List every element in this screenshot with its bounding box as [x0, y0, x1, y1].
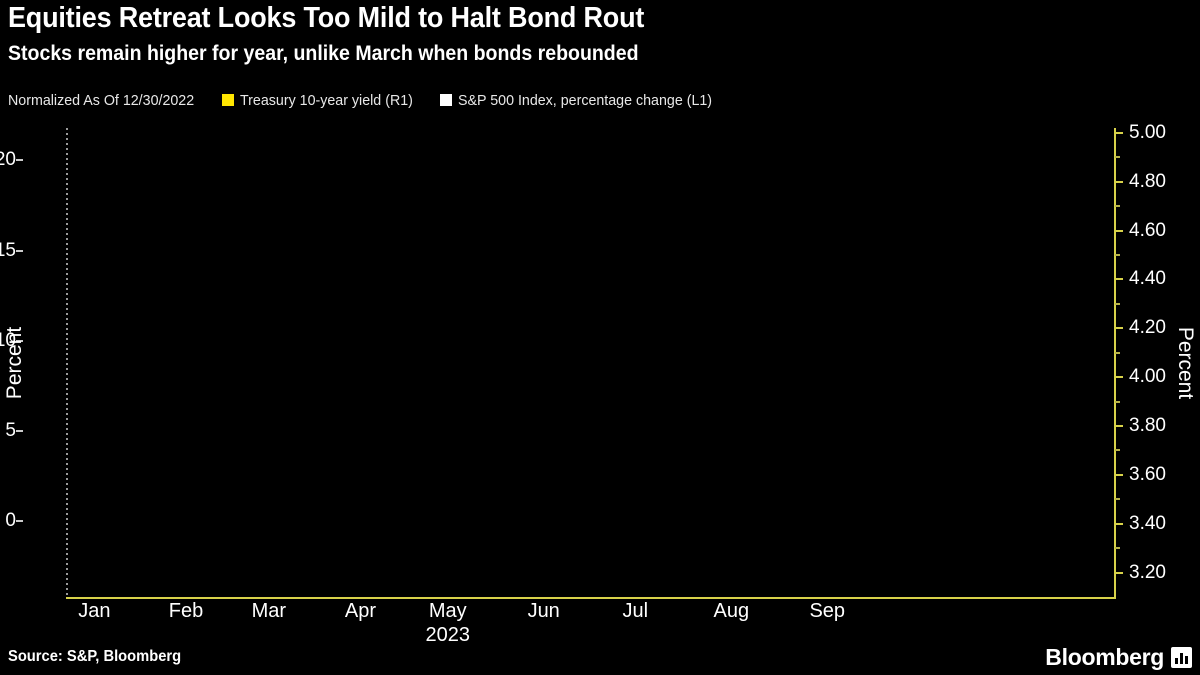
- x-tick-label: May: [428, 600, 467, 622]
- right-tick-mark: [1115, 131, 1123, 134]
- right-tick-label: 4.00: [1129, 366, 1166, 388]
- page-title: Equities Retreat Looks Too Mild to Halt …: [8, 2, 645, 34]
- x-tick-label: Jun: [527, 600, 560, 622]
- x-tick-label: Mar: [251, 600, 287, 622]
- right-tick-mark: [1115, 327, 1123, 330]
- right-tick-mark: [1115, 425, 1123, 427]
- right-tick-mark: [1115, 278, 1123, 281]
- chart-legend: Normalized As Of 12/30/2022 Treasury 10-…: [8, 90, 725, 110]
- x-axis-labels: Jan Feb Mar Apr May Jun Jul Aug Sep: [0, 600, 1200, 630]
- left-tick-mark: [16, 430, 23, 433]
- right-axis-line: [1114, 128, 1116, 597]
- page-subtitle: Stocks remain higher for year, unlike Ma…: [8, 42, 639, 65]
- right-tick-mark-minor: [1115, 302, 1120, 305]
- right-tick-label: 4.80: [1129, 170, 1166, 192]
- plot-background: [68, 128, 1115, 597]
- right-tick-label: 4.20: [1129, 317, 1166, 339]
- right-tick-label: 4.40: [1129, 268, 1166, 290]
- right-tick-mark: [1115, 229, 1123, 232]
- x-axis-year-label: 2023: [425, 624, 470, 646]
- legend-item-sp500: S&P 500 Index, percentage change (L1): [422, 92, 725, 109]
- brand-name: Bloomberg: [1045, 644, 1164, 670]
- left-tick-label: 10: [0, 329, 16, 351]
- right-tick-mark-minor: [1115, 400, 1120, 403]
- right-tick-mark: [1115, 180, 1123, 183]
- right-tick-mark: [1115, 522, 1123, 525]
- legend-label-sp500: S&P 500 Index, percentage change (L1): [457, 91, 713, 109]
- x-tick-label: Jan: [78, 600, 111, 622]
- bloomberg-brand: Bloomberg: [1045, 644, 1192, 671]
- x-tick-label: Jul: [622, 600, 649, 622]
- right-tick-mark: [1115, 376, 1123, 379]
- legend-normalized-note: Normalized As Of 12/30/2022: [8, 91, 195, 109]
- right-tick-mark-minor: [1115, 205, 1120, 208]
- left-axis-title: Percent: [3, 326, 26, 399]
- right-tick-mark-minor: [1115, 156, 1120, 159]
- left-tick-mark: [16, 520, 23, 523]
- right-axis-title: Percent: [1174, 326, 1197, 399]
- right-tick-label: 3.20: [1129, 561, 1166, 583]
- x-axis-line: [66, 597, 1116, 599]
- x-tick-label: Apr: [344, 600, 377, 622]
- legend-swatch-sp500: [439, 94, 452, 106]
- left-tick-label: 0: [5, 510, 16, 532]
- left-axis-line: [66, 128, 68, 597]
- left-tick-mark: [16, 249, 23, 252]
- legend-item-yield: Treasury 10-year yield (R1): [204, 92, 422, 109]
- right-tick-label: 3.40: [1129, 512, 1166, 534]
- right-tick-mark-minor: [1115, 351, 1120, 354]
- left-tick-label: 20: [0, 149, 16, 171]
- right-y-axis: 3.20 3.40 3.60 3.80 4.00 4.20 4.40 4.60 4.80 5.00: [1115, 122, 1200, 597]
- x-tick-label: Feb: [168, 600, 204, 622]
- right-tick-mark: [1115, 571, 1123, 574]
- x-tick-label: Sep: [809, 600, 846, 622]
- bloomberg-terminal-icon: [1171, 647, 1192, 668]
- right-tick-label: 4.60: [1129, 219, 1166, 241]
- left-y-axis: 0 5 10 15 20: [0, 128, 68, 597]
- right-tick-label: 3.60: [1129, 463, 1166, 485]
- right-tick-mark-minor: [1115, 449, 1120, 452]
- left-tick-label: 15: [0, 239, 16, 261]
- legend-label-yield: Treasury 10-year yield (R1): [239, 91, 413, 109]
- right-tick-mark-minor: [1115, 254, 1120, 257]
- left-tick-mark: [16, 159, 23, 162]
- right-tick-label: 3.80: [1129, 415, 1166, 436]
- plot-area: [66, 128, 1117, 597]
- left-tick-label: 5: [5, 420, 16, 442]
- source-note: Source: S&P, Bloomberg: [8, 648, 182, 665]
- right-tick-mark: [1115, 473, 1123, 476]
- right-tick-label: 5.00: [1129, 121, 1166, 143]
- right-tick-mark-minor: [1115, 498, 1120, 501]
- legend-swatch-yield: [221, 94, 234, 106]
- right-tick-mark-minor: [1115, 547, 1120, 550]
- left-tick-mark: [16, 339, 23, 342]
- x-tick-label: Aug: [713, 600, 750, 622]
